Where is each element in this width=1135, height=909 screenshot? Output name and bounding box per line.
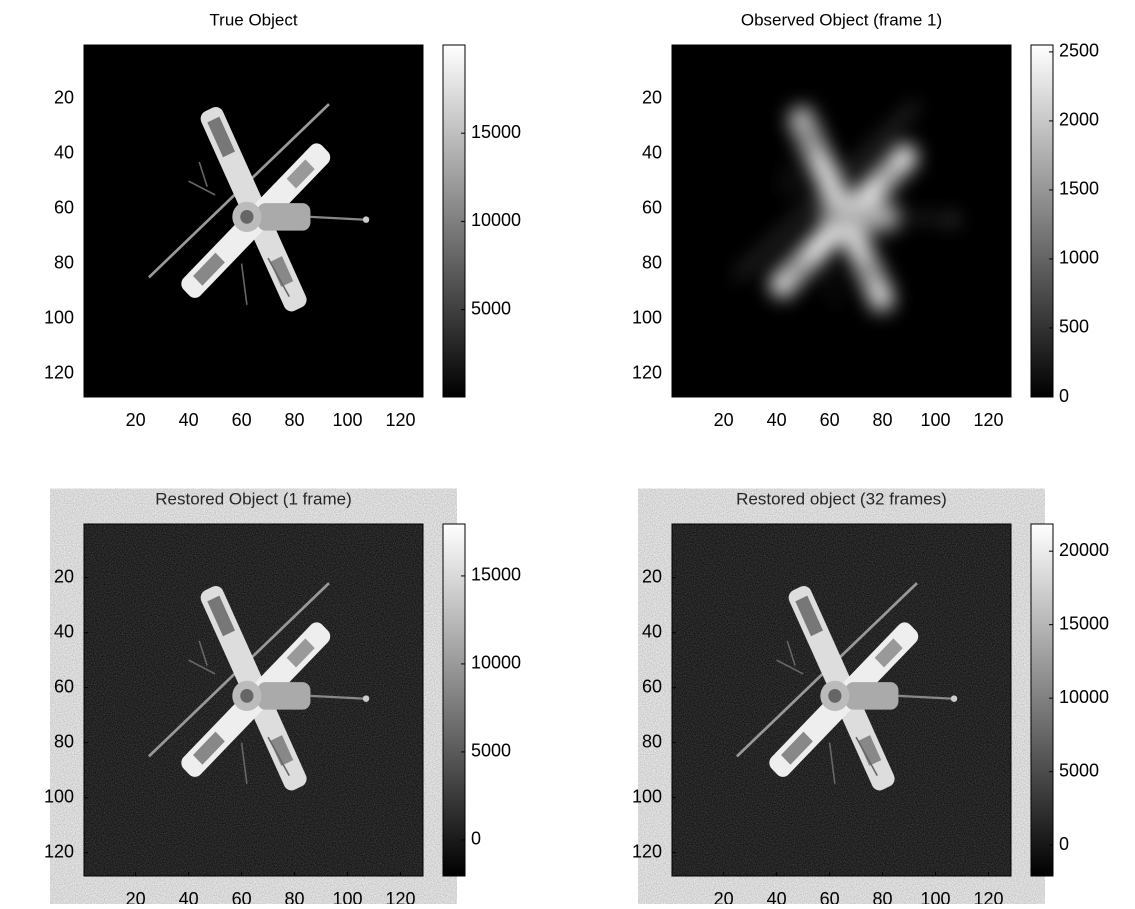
colorbar-tick-label: 5000	[471, 741, 511, 761]
x-tick-label: 40	[767, 410, 787, 430]
colorbar-tick-label: 1000	[1059, 248, 1099, 268]
y-tick-label: 80	[54, 252, 74, 272]
colorbar-tick-label: 2000	[1059, 110, 1099, 130]
y-tick-label: 20	[642, 566, 662, 586]
x-tick-label: 100	[332, 889, 362, 904]
panel-title: Restored object (32 frames)	[736, 489, 947, 508]
x-tick-label: 100	[332, 410, 362, 430]
x-tick-label: 100	[920, 410, 950, 430]
x-tick-label: 60	[232, 889, 252, 904]
colorbar-tick-label: 5000	[471, 298, 511, 318]
x-tick-label: 80	[285, 889, 305, 904]
x-tick-label: 80	[873, 410, 893, 430]
x-tick-label: 60	[820, 889, 840, 904]
panel-title: True Object	[209, 10, 297, 29]
y-tick-label: 60	[642, 676, 662, 696]
y-tick-label: 120	[632, 362, 662, 382]
x-tick-label: 20	[714, 410, 734, 430]
x-tick-label: 40	[179, 889, 199, 904]
colorbar-tick-label: 20000	[1059, 540, 1109, 560]
y-tick-label: 40	[642, 142, 662, 162]
y-tick-label: 20	[54, 566, 74, 586]
x-tick-label: 60	[820, 410, 840, 430]
y-tick-label: 120	[632, 841, 662, 861]
x-tick-label: 120	[973, 889, 1003, 904]
y-tick-label: 120	[44, 841, 74, 861]
y-tick-label: 20	[54, 87, 74, 107]
x-tick-label: 40	[179, 410, 199, 430]
y-tick-label: 100	[44, 307, 74, 327]
colorbar-tick-label: 10000	[1059, 687, 1109, 707]
x-tick-label: 60	[232, 410, 252, 430]
colorbar-tick-label: 10000	[471, 653, 521, 673]
x-tick-label: 100	[920, 889, 950, 904]
y-tick-label: 60	[54, 676, 74, 696]
y-tick-label: 100	[632, 307, 662, 327]
y-tick-label: 40	[642, 621, 662, 641]
colorbar-tick-label: 10000	[471, 210, 521, 230]
x-tick-label: 20	[126, 889, 146, 904]
y-tick-label: 20	[642, 87, 662, 107]
x-tick-label: 40	[767, 889, 787, 904]
y-tick-label: 60	[54, 197, 74, 217]
y-tick-label: 40	[54, 621, 74, 641]
x-tick-label: 120	[973, 410, 1003, 430]
y-tick-label: 80	[642, 731, 662, 751]
panel-title: Observed Object (frame 1)	[741, 10, 942, 29]
panel-title: Restored Object (1 frame)	[155, 489, 352, 508]
y-tick-label: 100	[632, 786, 662, 806]
y-tick-label: 100	[44, 786, 74, 806]
x-tick-label: 80	[873, 889, 893, 904]
colorbar-tick-label: 0	[471, 829, 481, 849]
colorbar-tick-label: 2500	[1059, 41, 1099, 61]
colorbar-tick-label: 500	[1059, 317, 1089, 337]
y-tick-label: 40	[54, 142, 74, 162]
y-tick-label: 120	[44, 362, 74, 382]
x-tick-label: 120	[385, 889, 415, 904]
colorbar-tick-label: 15000	[471, 122, 521, 142]
y-tick-label: 80	[54, 731, 74, 751]
x-tick-label: 120	[385, 410, 415, 430]
colorbar	[1031, 524, 1053, 876]
y-tick-label: 80	[642, 252, 662, 272]
colorbar-tick-label: 0	[1059, 386, 1069, 406]
x-tick-label: 80	[285, 410, 305, 430]
x-tick-label: 20	[714, 889, 734, 904]
colorbar-tick-label: 5000	[1059, 760, 1099, 780]
y-tick-label: 60	[642, 197, 662, 217]
colorbar	[1031, 45, 1053, 397]
colorbar	[443, 524, 465, 876]
figure: True Object 20 40 60 80 100 120 20 40 60 80 100 120 5…	[0, 0, 1135, 904]
x-tick-label: 20	[126, 410, 146, 430]
colorbar-tick-label: 15000	[1059, 613, 1109, 633]
colorbar-tick-label: 0	[1059, 834, 1069, 854]
colorbar-tick-label: 15000	[471, 565, 521, 585]
colorbar-tick-label: 1500	[1059, 179, 1099, 199]
